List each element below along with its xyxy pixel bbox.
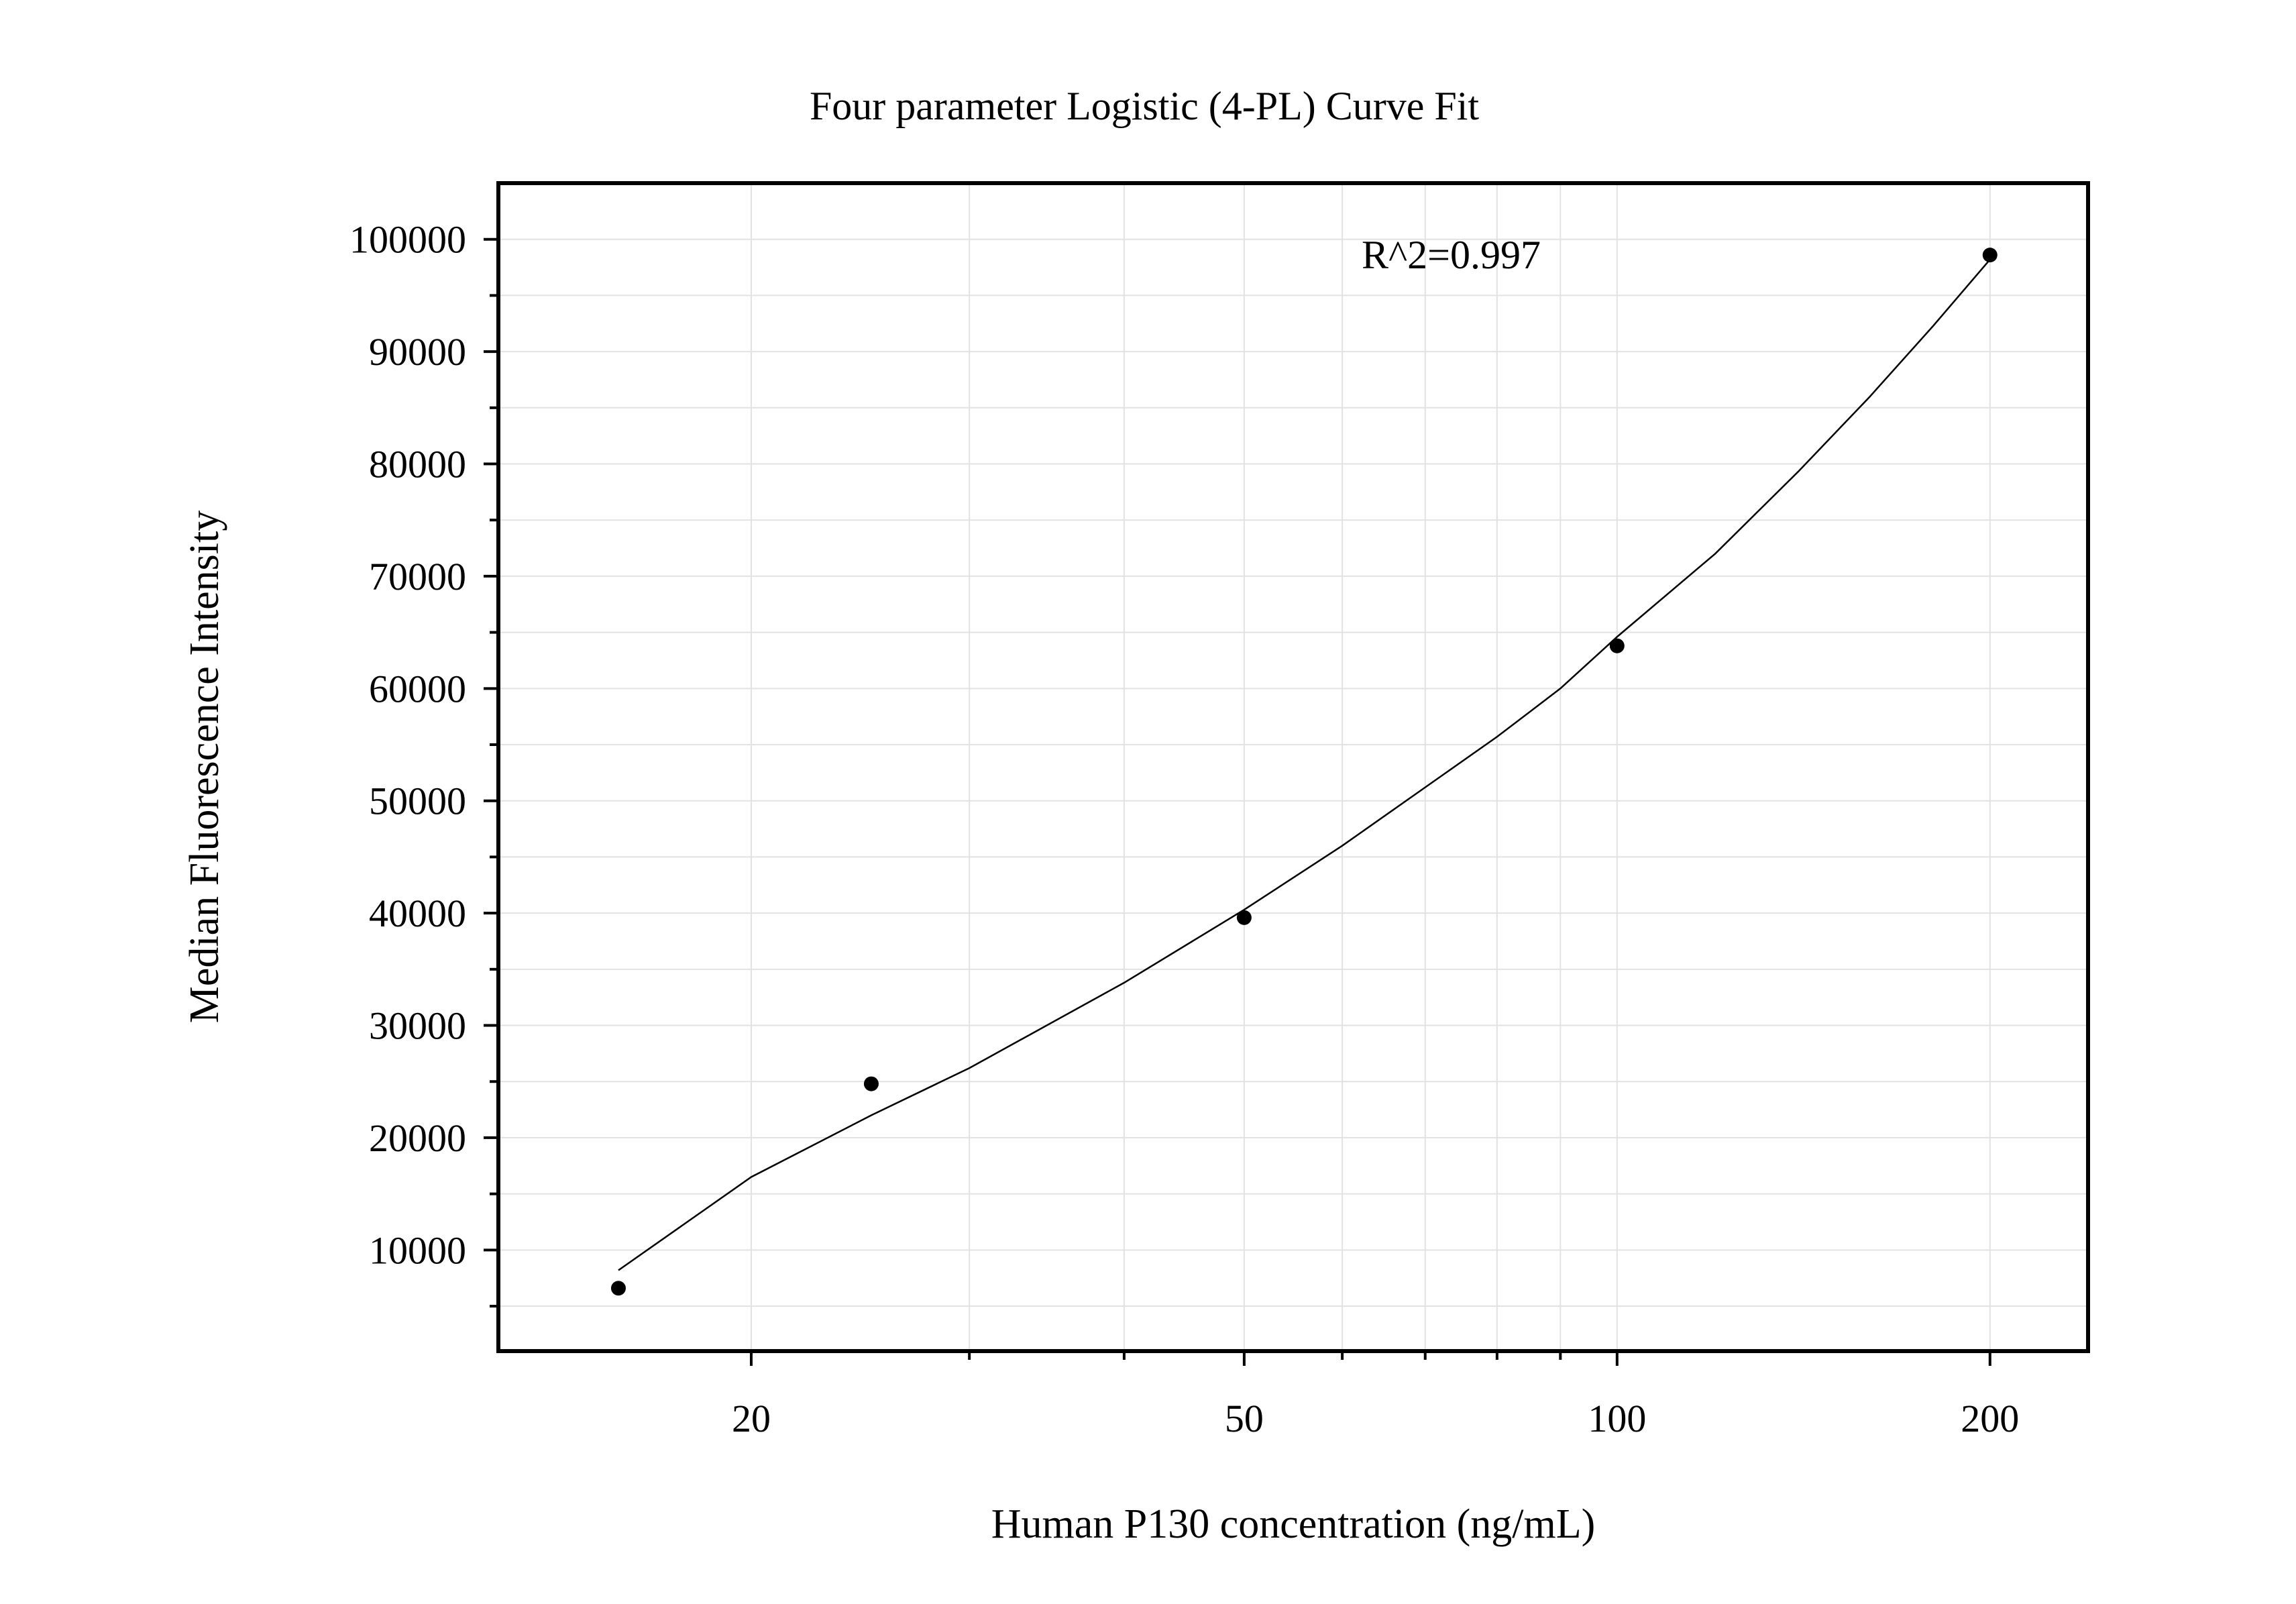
- data-point: [863, 1076, 879, 1091]
- x-tick-label: 20: [732, 1397, 771, 1440]
- y-tick-label: 90000: [369, 330, 466, 374]
- data-point: [1236, 910, 1252, 925]
- data-point: [1982, 248, 1998, 263]
- chart-title: Four parameter Logistic (4-PL) Curve Fit: [810, 84, 1479, 128]
- fit-curve-layer: [618, 258, 1991, 1271]
- x-tick-label: 100: [1588, 1397, 1646, 1440]
- r-squared-annotation: R^2=0.997: [1362, 233, 1541, 277]
- y-axis-label: Median Fluorescence Intensity: [182, 511, 227, 1023]
- y-tick-label: 50000: [369, 780, 466, 823]
- data-points-layer: [610, 248, 1998, 1296]
- y-tick-label: 80000: [369, 443, 466, 486]
- fit-curve: [618, 258, 1991, 1271]
- y-tick-label: 70000: [369, 555, 466, 598]
- y-tick-label: 100000: [349, 218, 466, 262]
- y-tick-label: 60000: [369, 667, 466, 710]
- x-tick-label: 200: [1961, 1397, 2019, 1440]
- y-tick-label: 20000: [369, 1116, 466, 1160]
- y-tick-label: 10000: [369, 1228, 466, 1272]
- data-point: [610, 1281, 626, 1296]
- data-point: [1609, 638, 1625, 653]
- x-axis-label: Human P130 concentration (ng/mL): [991, 1501, 1596, 1547]
- x-tick-label: 50: [1225, 1397, 1264, 1440]
- grid-layer: [498, 183, 2088, 1351]
- ticks-layer: 20 50 100 200 10000 20000 30000 40000 50000 60000…: [349, 218, 2019, 1440]
- plot-frame: [496, 181, 2090, 1353]
- y-tick-label: 30000: [369, 1004, 466, 1048]
- y-tick-label: 40000: [369, 892, 466, 935]
